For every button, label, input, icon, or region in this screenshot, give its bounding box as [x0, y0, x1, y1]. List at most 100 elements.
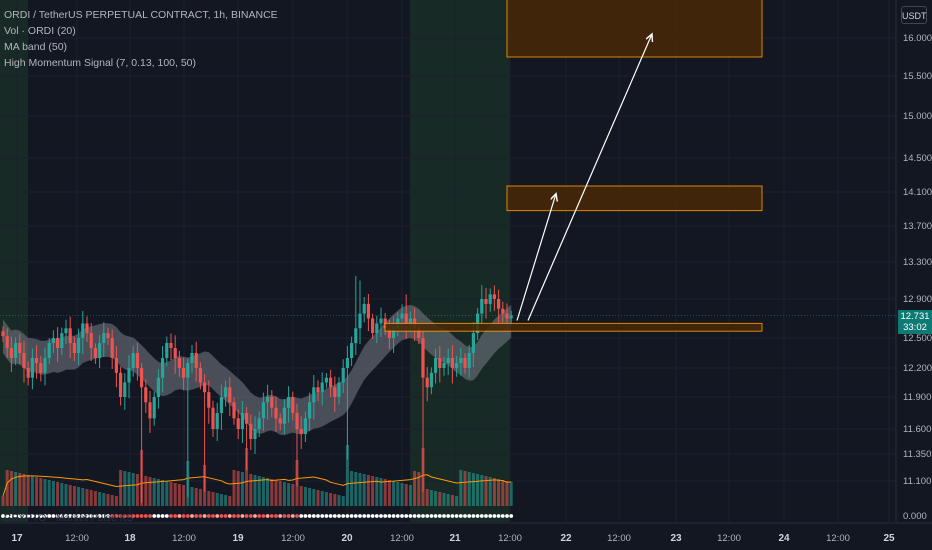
candle-body: [152, 397, 156, 419]
signal-dot: [303, 514, 308, 518]
signal-dot: [492, 514, 497, 518]
signal-dot: [261, 514, 266, 518]
time-tick-label: 18: [124, 533, 136, 544]
candle-body: [228, 387, 232, 403]
volume-bar: [484, 476, 488, 506]
signal-dot: [156, 514, 161, 518]
candle-body: [350, 343, 354, 358]
signal-dot: [51, 514, 56, 518]
candle-body: [47, 343, 51, 358]
candle-body: [98, 343, 102, 358]
time-tick-label: 12:00: [172, 533, 196, 544]
candle-body: [173, 348, 177, 358]
volume-bar: [215, 493, 219, 506]
candle-body: [446, 358, 450, 363]
volume-bar: [270, 479, 274, 506]
volume-bar: [56, 482, 60, 506]
volume-bar: [320, 491, 324, 506]
candle-body: [177, 358, 181, 368]
volume-bar: [434, 491, 438, 506]
candle-body: [123, 382, 127, 397]
legend-momentum-signal[interactable]: High Momentum Signal (7, 0.13, 100, 50): [4, 57, 197, 69]
signal-dot: [404, 514, 409, 518]
signal-dot: [505, 514, 509, 518]
signal-dot: [76, 514, 81, 518]
legend-volume[interactable]: Vol · ORDI (20): [4, 25, 76, 37]
signal-dot: [38, 514, 43, 518]
candle-body: [358, 313, 362, 329]
volume-bar: [413, 471, 417, 506]
volume-bar: [480, 475, 484, 506]
signal-dot: [475, 514, 480, 518]
candle-body: [421, 338, 425, 378]
volume-bar: [198, 489, 202, 506]
volume-bar: [455, 496, 459, 506]
volume-bar: [257, 476, 261, 506]
projection-arrow: [516, 194, 556, 321]
legend-ma-band[interactable]: MA band (50): [4, 41, 68, 53]
volume-bar: [47, 480, 51, 506]
legend-symbol[interactable]: ORDI / TetherUS PERPETUAL CONTRACT, 1h, …: [4, 9, 278, 21]
ma-band: [3, 304, 512, 436]
signal-dot: [135, 514, 140, 518]
volume-bar: [459, 470, 463, 506]
volume-bar: [106, 494, 110, 506]
signal-dot: [421, 514, 425, 518]
candle-body: [404, 313, 408, 324]
signal-dot: [471, 514, 476, 518]
candle-body: [442, 363, 446, 368]
volume-bar: [51, 481, 55, 506]
signal-dot: [127, 514, 131, 518]
signal-dot: [282, 514, 287, 518]
signal-dot: [349, 514, 354, 518]
candle-body: [455, 363, 459, 368]
signal-dot: [395, 514, 400, 518]
candle-body: [362, 303, 366, 314]
candle-body: [379, 318, 383, 324]
candle-body: [354, 328, 358, 344]
signal-dot: [198, 514, 203, 518]
volume-bar: [404, 484, 408, 506]
target-zone-upper: [506, 0, 763, 58]
signal-dot: [463, 514, 467, 518]
candle-body: [341, 368, 345, 383]
volume-bar: [18, 473, 22, 506]
signal-dot: [290, 514, 295, 518]
volume-bar: [312, 489, 316, 506]
volume-bar: [169, 482, 173, 506]
candle-body: [14, 343, 18, 358]
candle-body: [257, 418, 261, 429]
signal-dot: [17, 514, 22, 518]
volume-bar: [173, 483, 177, 506]
volume-bar: [408, 485, 412, 506]
candle-body: [329, 377, 333, 388]
signal-dot: [341, 514, 346, 518]
signal-dot: [353, 514, 358, 518]
signal-dot: [80, 514, 85, 518]
time-tick-label: 25: [883, 533, 895, 544]
price-tick-label: 16.000: [903, 33, 932, 44]
candle-body: [337, 382, 341, 397]
signal-dot: [257, 514, 262, 518]
volume-bar: [110, 495, 114, 506]
signal-dot: [442, 514, 446, 518]
volume-bar: [354, 472, 358, 506]
volume-bar: [35, 477, 39, 506]
currency-button[interactable]: USDT: [901, 6, 927, 24]
volume-bar: [266, 478, 270, 506]
time-tick-label: 22: [560, 533, 572, 544]
volume-bar: [375, 477, 379, 506]
volume-bar: [287, 483, 291, 506]
signal-dot: [509, 514, 514, 518]
candle-body: [186, 363, 190, 378]
time-tick-label: 12:00: [65, 533, 89, 544]
candle-body: [387, 328, 391, 338]
volume-bar: [446, 494, 450, 506]
signal-dot: [72, 514, 77, 518]
candle-body: [85, 323, 89, 334]
volume-ma-line: [2, 474, 512, 497]
candle-body: [64, 328, 68, 334]
candle-body: [140, 368, 144, 388]
